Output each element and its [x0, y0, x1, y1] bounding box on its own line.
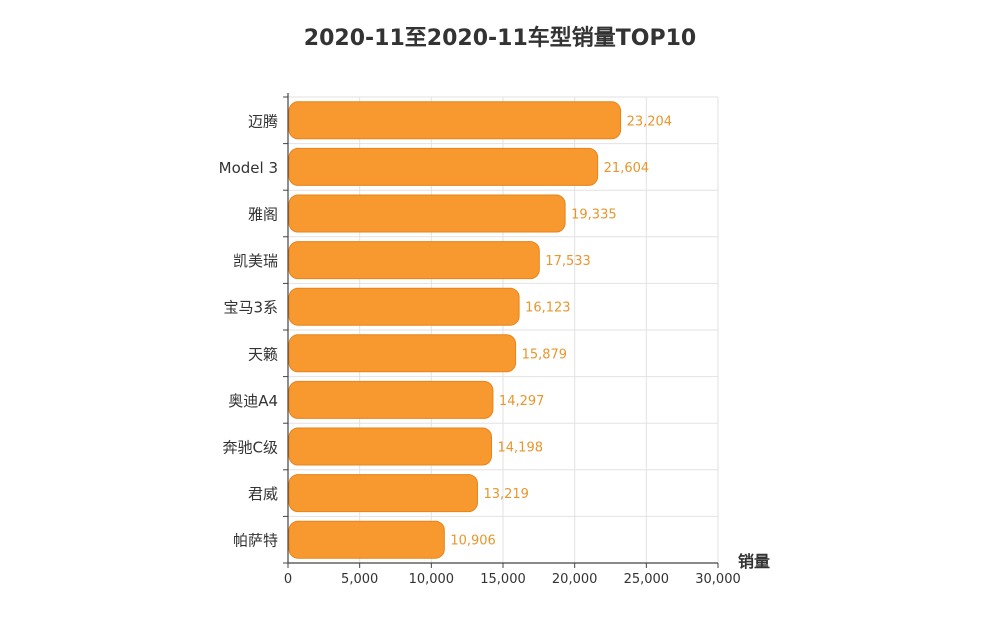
x-tick-label: 30,000 — [695, 572, 741, 587]
category-label: Model 3 — [219, 159, 278, 177]
category-label: 天籁 — [248, 345, 278, 363]
category-label: 迈腾 — [248, 112, 278, 130]
bar — [288, 147, 599, 186]
bar-value-label: 21,604 — [604, 161, 650, 176]
bar-value-label: 15,879 — [522, 347, 568, 362]
bar — [288, 427, 493, 466]
bar-value-label: 14,198 — [498, 441, 543, 456]
bar-value-label: 13,219 — [483, 487, 528, 502]
x-tick-label: 20,000 — [552, 572, 598, 587]
category-label: 雅阁 — [248, 206, 278, 224]
bar — [288, 241, 540, 280]
x-tick-label: 5,000 — [341, 572, 378, 587]
bar — [288, 380, 494, 419]
bar-value-label: 19,335 — [571, 208, 617, 223]
bar-value-label: 14,297 — [499, 394, 545, 409]
x-tick-label: 0 — [284, 572, 292, 587]
category-label: 奥迪A4 — [228, 392, 278, 410]
bar — [288, 101, 622, 140]
category-label: 奔驰C级 — [223, 439, 278, 457]
chart-title: 2020-11至2020-11车型销量TOP10 — [303, 26, 697, 51]
category-label: 帕萨特 — [233, 532, 278, 550]
bar — [288, 474, 478, 513]
bar — [288, 287, 520, 326]
bar — [288, 520, 445, 559]
bar — [288, 194, 566, 233]
bar-value-label: 16,123 — [525, 301, 571, 316]
bar-value-label: 17,533 — [545, 254, 591, 269]
bar-value-label: 10,906 — [450, 534, 496, 549]
category-label: 宝马3系 — [223, 299, 278, 317]
bar-value-label: 23,204 — [627, 114, 673, 129]
x-tick-label: 15,000 — [480, 572, 526, 587]
x-tick-label: 10,000 — [409, 572, 455, 587]
category-label: 凯美瑞 — [233, 252, 278, 270]
category-label: 君威 — [248, 485, 278, 503]
x-axis-label: 销量 — [738, 552, 770, 571]
bar — [288, 334, 517, 373]
x-tick-label: 25,000 — [624, 572, 670, 587]
